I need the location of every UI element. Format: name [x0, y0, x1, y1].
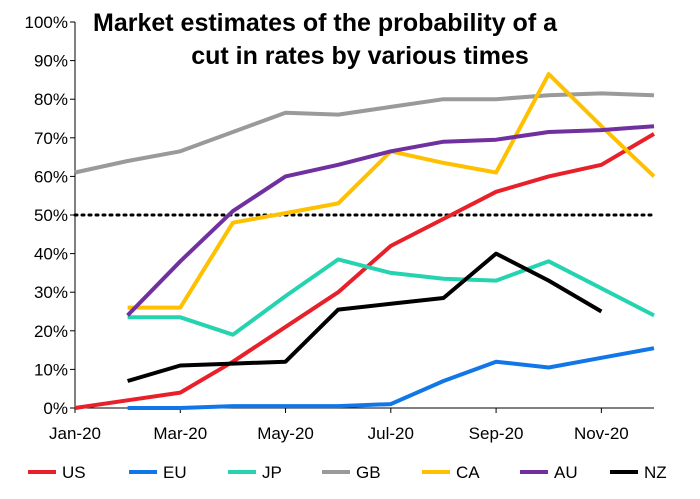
x-tick-label: Jul-20 [368, 424, 414, 443]
legend-label-gb: GB [356, 463, 381, 482]
legend-label-jp: JP [262, 463, 282, 482]
x-tick-label: Sep-20 [469, 424, 524, 443]
series-line-us [74, 132, 656, 410]
y-tick-label: 40% [34, 245, 68, 264]
axes: 0% 10% 20% 30% 40% 50% 60% 70% 80% 90% 100% Jan-20 M… [25, 13, 654, 443]
legend-label-nz: NZ [644, 463, 667, 482]
series-line-au [126, 124, 655, 317]
y-tick-label: 70% [34, 129, 68, 148]
x-tick-label: Jan-20 [49, 424, 101, 443]
chart-title-line-1: Market estimates of the probability of a [93, 9, 558, 37]
legend-label-us: US [62, 463, 86, 482]
series-line-eu [127, 346, 655, 410]
y-tick-label: 100% [25, 13, 68, 32]
legend-label-eu: EU [163, 463, 187, 482]
x-tick-label: Nov-20 [574, 424, 629, 443]
y-tick-label: 80% [34, 90, 68, 109]
series-line-nz [127, 251, 603, 383]
y-tick-label: 60% [34, 167, 68, 186]
y-tick-label: 0% [43, 399, 68, 418]
series-line-jp [127, 257, 655, 337]
y-tick-label: 90% [34, 52, 68, 71]
y-tick-label: 50% [34, 206, 68, 225]
y-tick-label: 20% [34, 322, 68, 341]
legend-label-au: AU [554, 463, 578, 482]
series-lines [74, 72, 656, 410]
y-tick-label: 10% [34, 360, 68, 379]
x-tick-label: Mar-20 [153, 424, 207, 443]
legend-label-ca: CA [456, 463, 480, 482]
y-tick-label: 30% [34, 283, 68, 302]
series-line-gb [74, 91, 655, 175]
x-tick-label: May-20 [257, 424, 314, 443]
legend: US EU JP GB CA AU NZ [28, 463, 667, 482]
chart-title-line-2: cut in rates by various times [191, 42, 529, 70]
